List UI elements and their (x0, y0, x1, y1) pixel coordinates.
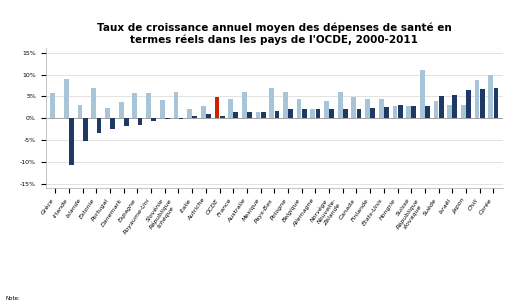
Bar (365, 98, 370, 118)
Bar (269, 88, 274, 118)
Bar (78, 105, 82, 118)
Bar (420, 70, 425, 118)
Bar (425, 106, 430, 118)
Bar (50, 93, 55, 118)
Bar (474, 80, 480, 118)
Bar (133, 93, 137, 118)
Bar (434, 101, 438, 118)
Bar (220, 116, 225, 118)
Bar (384, 107, 389, 118)
Bar (447, 105, 452, 118)
Bar (461, 105, 466, 118)
Bar (411, 106, 416, 118)
Bar (488, 75, 493, 118)
Bar (201, 106, 206, 118)
Bar (206, 114, 211, 118)
Bar (480, 89, 485, 118)
Bar (439, 96, 443, 118)
Bar (453, 95, 457, 118)
Bar (165, 118, 170, 119)
Legend: 2000-09, 2009-11: 2000-09, 2009-11 (199, 301, 295, 303)
Bar (214, 97, 219, 118)
Bar (119, 102, 123, 118)
Bar (242, 92, 247, 118)
Bar (234, 112, 238, 118)
Bar (343, 109, 348, 118)
Bar (187, 108, 192, 118)
Bar (310, 109, 315, 118)
Title: Taux de croissance annuel moyen des dépenses de santé en
termes réels dans les p: Taux de croissance annuel moyen des dépe… (97, 22, 452, 45)
Bar (379, 98, 384, 118)
Bar (352, 97, 356, 118)
Bar (151, 118, 156, 121)
Bar (256, 112, 261, 118)
Bar (274, 111, 279, 118)
Bar (315, 109, 321, 118)
Bar (97, 118, 102, 132)
Bar (179, 118, 183, 119)
Bar (261, 112, 266, 118)
Bar (174, 92, 178, 118)
Bar (283, 92, 288, 118)
Bar (406, 106, 411, 118)
Bar (247, 112, 252, 118)
Bar (105, 108, 110, 118)
Text: Note:: Note: (5, 296, 20, 301)
Bar (357, 108, 362, 118)
Bar (370, 108, 375, 118)
Bar (393, 105, 397, 118)
Bar (193, 115, 197, 118)
Bar (398, 105, 402, 118)
Bar (138, 118, 142, 125)
Bar (494, 88, 498, 118)
Bar (324, 101, 329, 118)
Bar (228, 99, 233, 118)
Bar (146, 93, 151, 118)
Bar (160, 100, 165, 118)
Bar (338, 92, 342, 118)
Bar (83, 118, 88, 141)
Bar (64, 78, 69, 118)
Bar (69, 118, 74, 165)
Bar (288, 109, 293, 118)
Bar (297, 98, 301, 118)
Bar (124, 118, 129, 126)
Bar (110, 118, 115, 129)
Bar (466, 90, 471, 118)
Bar (329, 109, 334, 118)
Bar (302, 109, 307, 118)
Bar (91, 88, 96, 118)
